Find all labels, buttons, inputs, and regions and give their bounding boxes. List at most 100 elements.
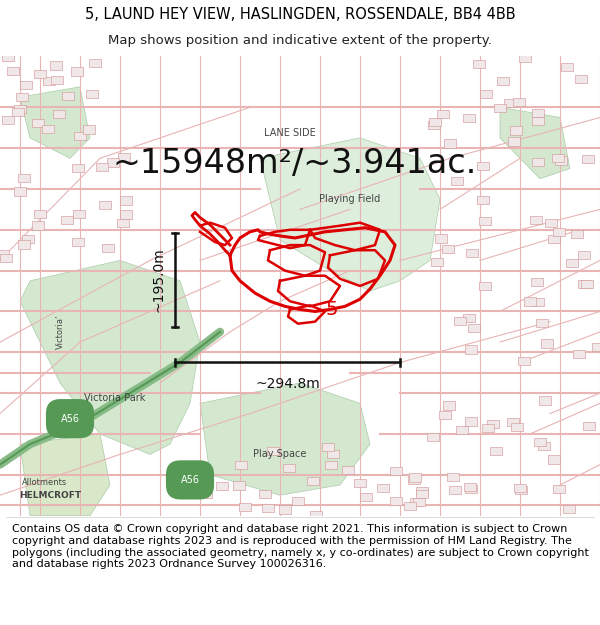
- Bar: [377, 484, 389, 492]
- Bar: [259, 490, 271, 498]
- Polygon shape: [20, 261, 200, 454]
- Bar: [416, 490, 428, 498]
- Text: Allotments: Allotments: [22, 479, 68, 488]
- Bar: [22, 235, 34, 243]
- Bar: [504, 99, 516, 107]
- Bar: [463, 314, 475, 322]
- Text: Playing Field: Playing Field: [319, 194, 380, 204]
- Bar: [99, 201, 111, 209]
- Bar: [217, 482, 229, 491]
- Bar: [513, 98, 525, 106]
- Polygon shape: [500, 107, 570, 179]
- Bar: [533, 438, 545, 446]
- Bar: [51, 76, 63, 84]
- Bar: [562, 62, 574, 71]
- Bar: [571, 230, 583, 238]
- Bar: [487, 420, 499, 428]
- Bar: [413, 498, 425, 506]
- Bar: [267, 447, 279, 455]
- Bar: [548, 235, 560, 243]
- Bar: [14, 188, 26, 196]
- Bar: [310, 511, 322, 519]
- Bar: [390, 467, 402, 475]
- Bar: [454, 317, 466, 325]
- Bar: [72, 238, 84, 246]
- Bar: [390, 497, 402, 505]
- Bar: [553, 485, 565, 494]
- Bar: [443, 401, 455, 409]
- Bar: [71, 68, 83, 76]
- Bar: [465, 485, 477, 494]
- Bar: [520, 54, 532, 62]
- Bar: [416, 486, 428, 495]
- Bar: [360, 493, 372, 501]
- Bar: [477, 162, 489, 171]
- Bar: [12, 107, 24, 116]
- Bar: [518, 357, 530, 365]
- Bar: [555, 156, 567, 164]
- Bar: [18, 241, 30, 249]
- Bar: [479, 217, 491, 225]
- Bar: [541, 339, 553, 348]
- Bar: [118, 153, 130, 161]
- Bar: [448, 473, 460, 481]
- Bar: [32, 119, 44, 127]
- Bar: [445, 139, 457, 148]
- Bar: [479, 282, 491, 291]
- Bar: [575, 74, 587, 82]
- Bar: [456, 426, 468, 434]
- Bar: [292, 497, 304, 505]
- Bar: [538, 442, 550, 450]
- Bar: [536, 319, 548, 327]
- Text: 5: 5: [326, 300, 338, 319]
- Bar: [53, 109, 65, 118]
- Text: ~15948m²/~3.941ac.: ~15948m²/~3.941ac.: [113, 147, 477, 180]
- Bar: [581, 280, 593, 288]
- Text: LANE SIDE: LANE SIDE: [264, 127, 316, 138]
- Bar: [20, 81, 32, 89]
- Bar: [239, 503, 251, 511]
- Text: ~195.0m: ~195.0m: [151, 248, 165, 312]
- Bar: [427, 433, 439, 441]
- Bar: [74, 131, 86, 140]
- Bar: [514, 484, 526, 492]
- Bar: [2, 53, 14, 61]
- Bar: [582, 155, 594, 163]
- Text: Victoria Park: Victoria Park: [85, 393, 146, 403]
- Polygon shape: [200, 383, 370, 495]
- Bar: [2, 116, 14, 124]
- Bar: [0, 254, 12, 262]
- Bar: [507, 418, 519, 426]
- Bar: [592, 343, 600, 351]
- Bar: [439, 411, 451, 419]
- Bar: [107, 158, 119, 166]
- Text: Victoria’: Victoria’: [56, 314, 65, 349]
- Bar: [41, 125, 53, 133]
- Bar: [407, 476, 419, 484]
- Bar: [530, 216, 542, 224]
- Bar: [532, 109, 544, 118]
- Bar: [0, 250, 8, 258]
- Bar: [50, 61, 62, 69]
- Bar: [511, 422, 523, 431]
- Polygon shape: [20, 434, 110, 516]
- Bar: [233, 481, 245, 489]
- Bar: [532, 298, 544, 306]
- Bar: [197, 477, 209, 485]
- Bar: [17, 174, 29, 182]
- Bar: [326, 450, 338, 458]
- Bar: [262, 504, 274, 512]
- Bar: [61, 216, 73, 224]
- Bar: [14, 105, 26, 113]
- Bar: [511, 126, 523, 134]
- Bar: [86, 90, 98, 98]
- Bar: [325, 461, 337, 469]
- Text: Contains OS data © Crown copyright and database right 2021. This information is : Contains OS data © Crown copyright and d…: [12, 524, 589, 569]
- Bar: [539, 396, 551, 404]
- Text: Play Space: Play Space: [253, 449, 307, 459]
- Bar: [119, 196, 131, 204]
- Bar: [32, 221, 44, 229]
- Bar: [235, 461, 247, 469]
- Bar: [553, 154, 565, 162]
- Text: A56: A56: [61, 414, 79, 424]
